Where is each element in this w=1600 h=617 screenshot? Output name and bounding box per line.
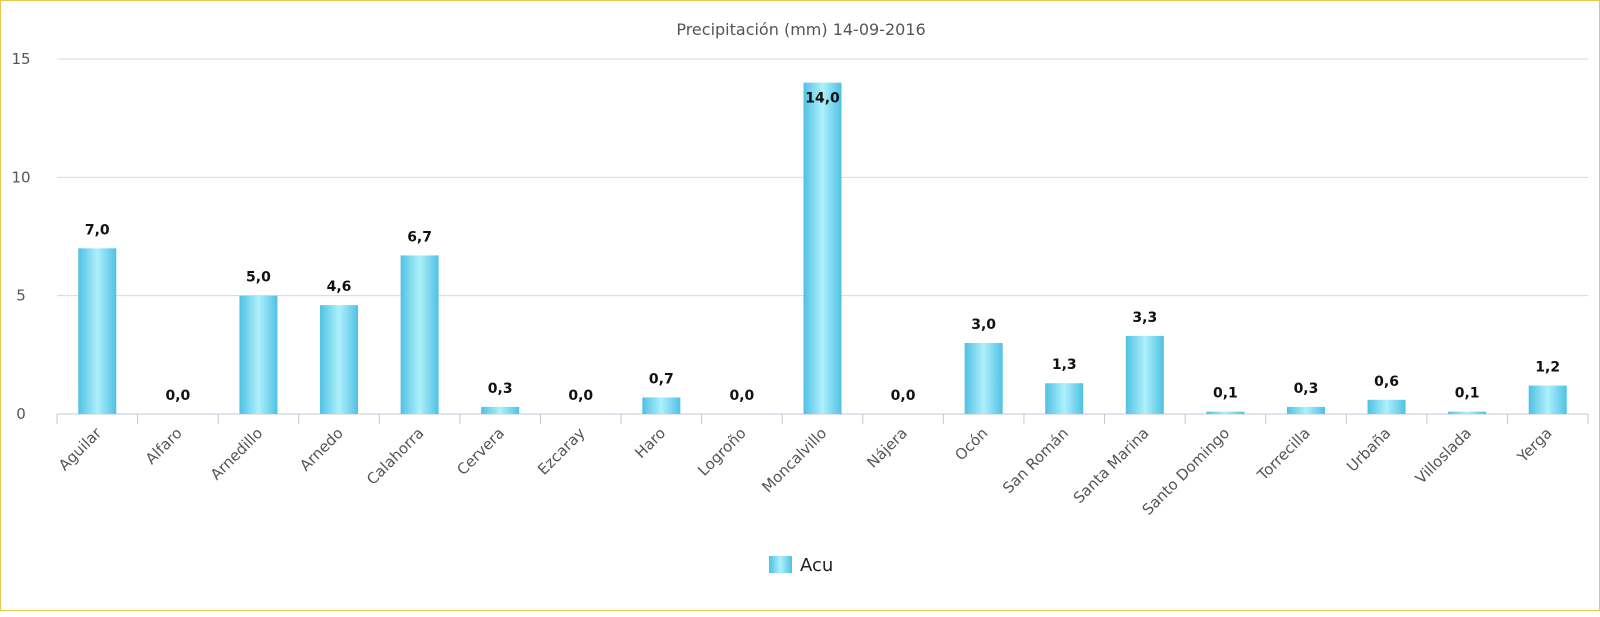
bar[interactable] xyxy=(481,406,520,414)
data-label: 3,3 xyxy=(1132,310,1157,326)
category-label: Santa Marina xyxy=(1070,424,1153,507)
data-label: 0,0 xyxy=(891,388,916,404)
bars xyxy=(78,82,1567,415)
data-label: 0,6 xyxy=(1374,374,1399,390)
data-label: 0,0 xyxy=(568,388,593,404)
category-label: Nájera xyxy=(863,424,910,471)
bar[interactable] xyxy=(1045,383,1084,414)
y-tick-label: 0 xyxy=(16,405,26,423)
category-label: Santo Domingo xyxy=(1139,424,1234,519)
data-label: 1,3 xyxy=(1052,357,1077,373)
category-label: Calahorra xyxy=(363,424,427,488)
bar[interactable] xyxy=(320,305,359,414)
chart-title: Precipitación (mm) 14-09-2016 xyxy=(676,20,925,39)
category-label: Haro xyxy=(631,424,669,462)
category-label: Cervera xyxy=(453,424,508,479)
bar[interactable] xyxy=(1206,411,1245,414)
legend-swatch[interactable] xyxy=(769,556,792,573)
y-tick-label: 10 xyxy=(11,168,30,186)
legend-label[interactable]: Acu xyxy=(800,555,833,576)
category-label: San Román xyxy=(999,424,1072,497)
legend[interactable]: Acu xyxy=(769,555,833,576)
category-label: Aguilar xyxy=(55,424,106,475)
category-label: Ocón xyxy=(951,424,991,464)
data-label: 0,3 xyxy=(488,381,513,397)
category-label: Arnedillo xyxy=(207,424,266,483)
data-label: 5,0 xyxy=(246,270,271,286)
data-label: 3,0 xyxy=(971,317,996,333)
data-label: 0,0 xyxy=(730,388,755,404)
category-label: Alfaro xyxy=(142,424,186,468)
category-label: Ezcaray xyxy=(534,424,589,479)
data-labels: 7,0 0,0 5,0 4,6 6,7 0,3 0,0 0,7 0,0 14,0 0,0 3,0 1,3… xyxy=(85,91,1560,404)
data-label: 0,1 xyxy=(1213,386,1238,402)
y-tick-label: 5 xyxy=(16,287,26,305)
bar[interactable] xyxy=(1125,335,1164,414)
y-axis-ticks: 0 5 10 15 xyxy=(11,50,30,423)
data-label: 0,7 xyxy=(649,371,674,387)
data-label: 0,3 xyxy=(1294,381,1319,397)
x-axis xyxy=(56,413,1589,424)
bar[interactable] xyxy=(239,295,278,414)
category-label: Arnedo xyxy=(296,424,347,475)
bar[interactable] xyxy=(803,82,842,415)
category-label: Moncalvillo xyxy=(758,424,830,496)
data-label: 4,6 xyxy=(327,279,352,295)
data-label: 6,7 xyxy=(407,229,432,245)
y-tick-label: 15 xyxy=(11,50,30,68)
bar[interactable] xyxy=(400,255,439,414)
data-label: 1,2 xyxy=(1535,360,1560,376)
category-label: Logroño xyxy=(694,424,750,480)
bar[interactable] xyxy=(642,397,681,414)
bar[interactable] xyxy=(1448,411,1487,414)
data-label: 0,0 xyxy=(165,388,190,404)
bar[interactable] xyxy=(1286,406,1325,414)
category-labels: Aguilar Alfaro Arnedillo Arnedo Calahorra Cer… xyxy=(55,424,1556,519)
data-label: 0,1 xyxy=(1455,386,1480,402)
bar[interactable] xyxy=(1367,399,1406,414)
category-label: Villoslada xyxy=(1412,424,1475,487)
bar[interactable] xyxy=(964,343,1003,414)
data-label: 14,0 xyxy=(805,91,840,107)
bar[interactable] xyxy=(78,248,117,414)
data-label: 7,0 xyxy=(85,222,110,238)
category-label: Yerga xyxy=(1513,424,1555,466)
category-label: Torrecilla xyxy=(1253,424,1314,485)
bar[interactable] xyxy=(1528,385,1567,414)
category-label: Urbaña xyxy=(1343,424,1394,475)
